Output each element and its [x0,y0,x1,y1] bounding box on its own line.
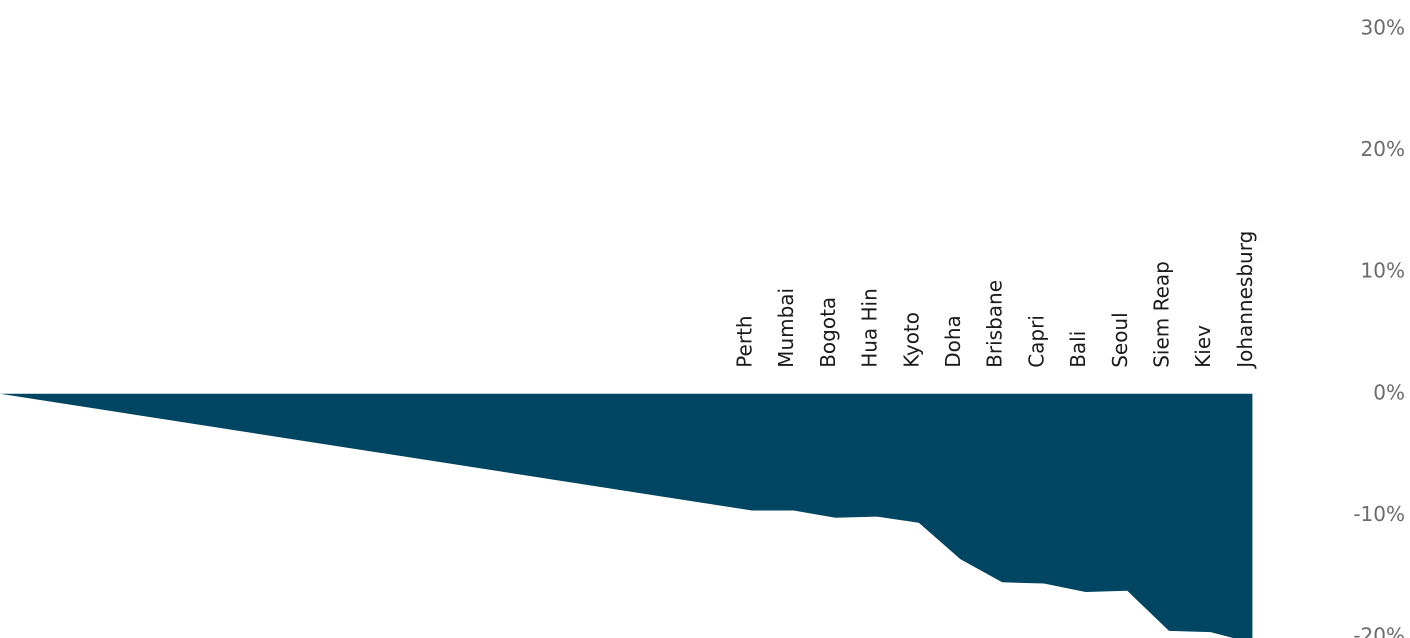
category-label: Hua Hin [858,288,882,368]
category-label: Capri [1024,315,1048,368]
category-label: Bali [1066,331,1090,368]
area-series [0,393,1253,638]
category-labels: Perth Mumbai Bogota Hua Hin Kyoto Doha Brisban… [733,231,1257,370]
category-label: Siem Reap [1150,261,1174,368]
y-axis-tick-labels: 30% 20% 10% 0% -10% -20% [1353,16,1405,638]
y-tick-label: -20% [1353,624,1405,638]
category-label: Perth [733,315,757,367]
y-tick-label: 10% [1361,259,1405,283]
category-label: Bogota [816,297,840,368]
category-label: Johannesburg [1233,231,1257,370]
category-label: Kyoto [899,312,923,368]
category-label: Brisbane [983,280,1007,368]
y-tick-label: 20% [1361,137,1405,161]
y-tick-label: -10% [1353,502,1405,526]
category-label: Mumbai [774,288,798,368]
category-label: Doha [941,315,965,368]
area-layer [0,393,1253,638]
category-label: Kiev [1191,325,1215,368]
category-label: Seoul [1108,312,1132,367]
y-tick-label: 30% [1361,16,1405,40]
y-tick-label: 0% [1373,380,1405,404]
